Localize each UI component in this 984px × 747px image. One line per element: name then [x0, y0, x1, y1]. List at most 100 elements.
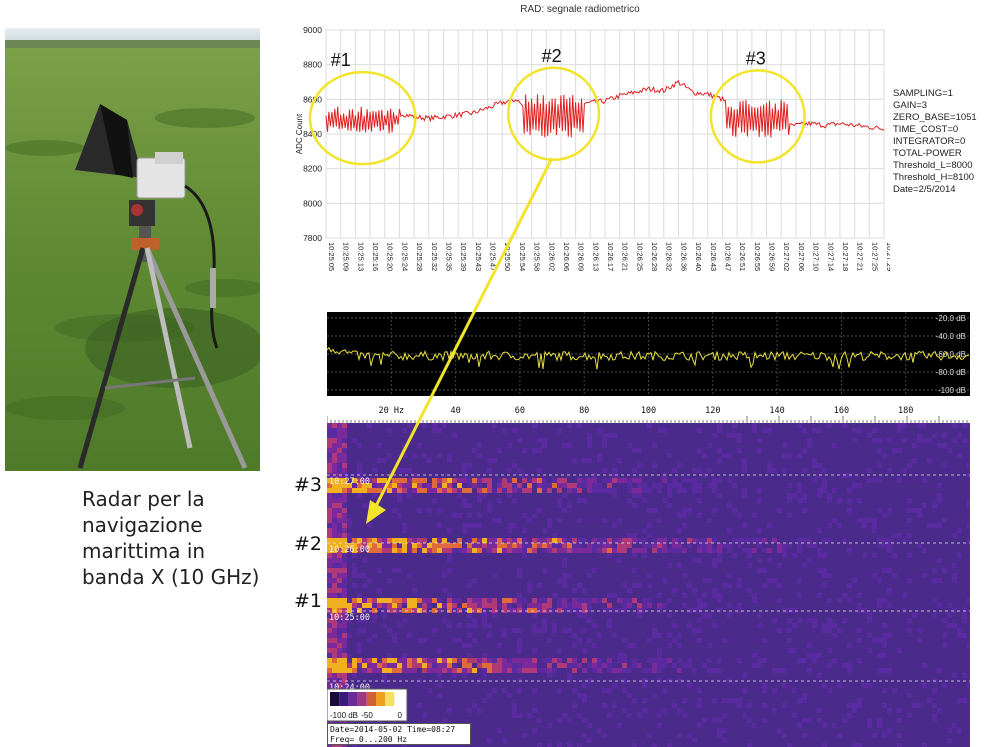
- waterfall-cell: [722, 698, 727, 703]
- waterfall-cell: [762, 428, 767, 433]
- x-tick-label: 10:26:21: [621, 242, 630, 271]
- waterfall-cell: [382, 623, 387, 628]
- waterfall-cell: [422, 453, 427, 458]
- waterfall-cell: [372, 548, 377, 553]
- waterfall-cell: [697, 638, 702, 643]
- waterfall-cell: [627, 538, 632, 543]
- waterfall-cell: [367, 538, 372, 543]
- waterfall-cell: [477, 443, 482, 448]
- waterfall-cell: [717, 428, 722, 433]
- waterfall-cell: [332, 563, 337, 568]
- waterfall-cell: [487, 668, 492, 673]
- waterfall-cell: [642, 548, 647, 553]
- waterfall-cell: [827, 618, 832, 623]
- waterfall-cell: [882, 538, 887, 543]
- waterfall-cell: [592, 538, 597, 543]
- waterfall-cell: [397, 498, 402, 503]
- waterfall-cell: [612, 608, 617, 613]
- waterfall-cell: [547, 488, 552, 493]
- waterfall-cell: [687, 623, 692, 628]
- waterfall-cell: [642, 608, 647, 613]
- waterfall-cell: [657, 603, 662, 608]
- waterfall-cell: [437, 673, 442, 678]
- waterfall-cell: [457, 513, 462, 518]
- waterfall-cell: [677, 643, 682, 648]
- waterfall-cell: [522, 473, 527, 478]
- waterfall-cell: [342, 528, 347, 533]
- waterfall-cell: [517, 598, 522, 603]
- waterfall-cell: [677, 483, 682, 488]
- waterfall-cell: [692, 483, 697, 488]
- waterfall-cell: [487, 483, 492, 488]
- waterfall-cell: [782, 453, 787, 458]
- waterfall-cell: [357, 593, 362, 598]
- x-tick-label: 10:25:28: [415, 242, 424, 271]
- waterfall-cell: [532, 648, 537, 653]
- waterfall-cell: [547, 518, 552, 523]
- waterfall-cell: [582, 608, 587, 613]
- waterfall-cell: [597, 488, 602, 493]
- waterfall-cell: [557, 478, 562, 483]
- waterfall-cell: [932, 703, 937, 708]
- waterfall-cell: [592, 568, 597, 573]
- waterfall-cell: [587, 543, 592, 548]
- waterfall-cell: [597, 658, 602, 663]
- waterfall-cell: [377, 598, 382, 603]
- waterfall-cell: [812, 618, 817, 623]
- waterfall-cell: [792, 688, 797, 693]
- waterfall-cell: [862, 608, 867, 613]
- waterfall-cell: [517, 648, 522, 653]
- waterfall-cell: [697, 703, 702, 708]
- waterfall-cell: [672, 468, 677, 473]
- waterfall-cell: [342, 593, 347, 598]
- waterfall-cell: [407, 548, 412, 553]
- waterfall-cell: [397, 488, 402, 493]
- waterfall-cell: [397, 603, 402, 608]
- waterfall-cell: [582, 458, 587, 463]
- waterfall-cell: [592, 643, 597, 648]
- waterfall-cell: [752, 548, 757, 553]
- waterfall-cell: [337, 548, 342, 553]
- waterfall-cell: [392, 658, 397, 663]
- waterfall-cell: [547, 608, 552, 613]
- waterfall-cell: [747, 553, 752, 558]
- waterfall-cell: [537, 718, 542, 723]
- waterfall-cell: [497, 603, 502, 608]
- waterfall-cell: [332, 498, 337, 503]
- waterfall-cell: [652, 693, 657, 698]
- param-line: TIME_COST=0: [893, 124, 959, 135]
- waterfall-cell: [492, 488, 497, 493]
- waterfall-cell: [337, 568, 342, 573]
- waterfall-cell: [657, 483, 662, 488]
- waterfall-cell: [807, 543, 812, 548]
- waterfall-cell: [342, 573, 347, 578]
- waterfall-cell: [332, 673, 337, 678]
- waterfall-cell: [867, 433, 872, 438]
- waterfall-cell: [577, 583, 582, 588]
- waterfall-cell: [392, 568, 397, 573]
- waterfall-cell: [412, 663, 417, 668]
- waterfall-cell: [412, 478, 417, 483]
- waterfall-cell: [442, 618, 447, 623]
- waterfall-cell: [957, 433, 962, 438]
- waterfall-cell: [857, 498, 862, 503]
- waterfall-cell: [377, 663, 382, 668]
- waterfall-cell: [332, 513, 337, 518]
- waterfall-cell: [777, 598, 782, 603]
- freq-tick-label: 180: [898, 406, 913, 416]
- waterfall-cell: [337, 458, 342, 463]
- waterfall-cell: [627, 693, 632, 698]
- waterfall-cell: [577, 638, 582, 643]
- waterfall-cell: [952, 608, 957, 613]
- waterfall-cell: [877, 638, 882, 643]
- waterfall-cell: [412, 608, 417, 613]
- waterfall-cell: [872, 523, 877, 528]
- waterfall-cell: [507, 488, 512, 493]
- waterfall-cell: [512, 478, 517, 483]
- waterfall-cell: [887, 543, 892, 548]
- waterfall-cell: [357, 603, 362, 608]
- waterfall-cell: [967, 473, 970, 478]
- waterfall-cell: [482, 543, 487, 548]
- waterfall-cell: [597, 453, 602, 458]
- waterfall-cell: [337, 588, 342, 593]
